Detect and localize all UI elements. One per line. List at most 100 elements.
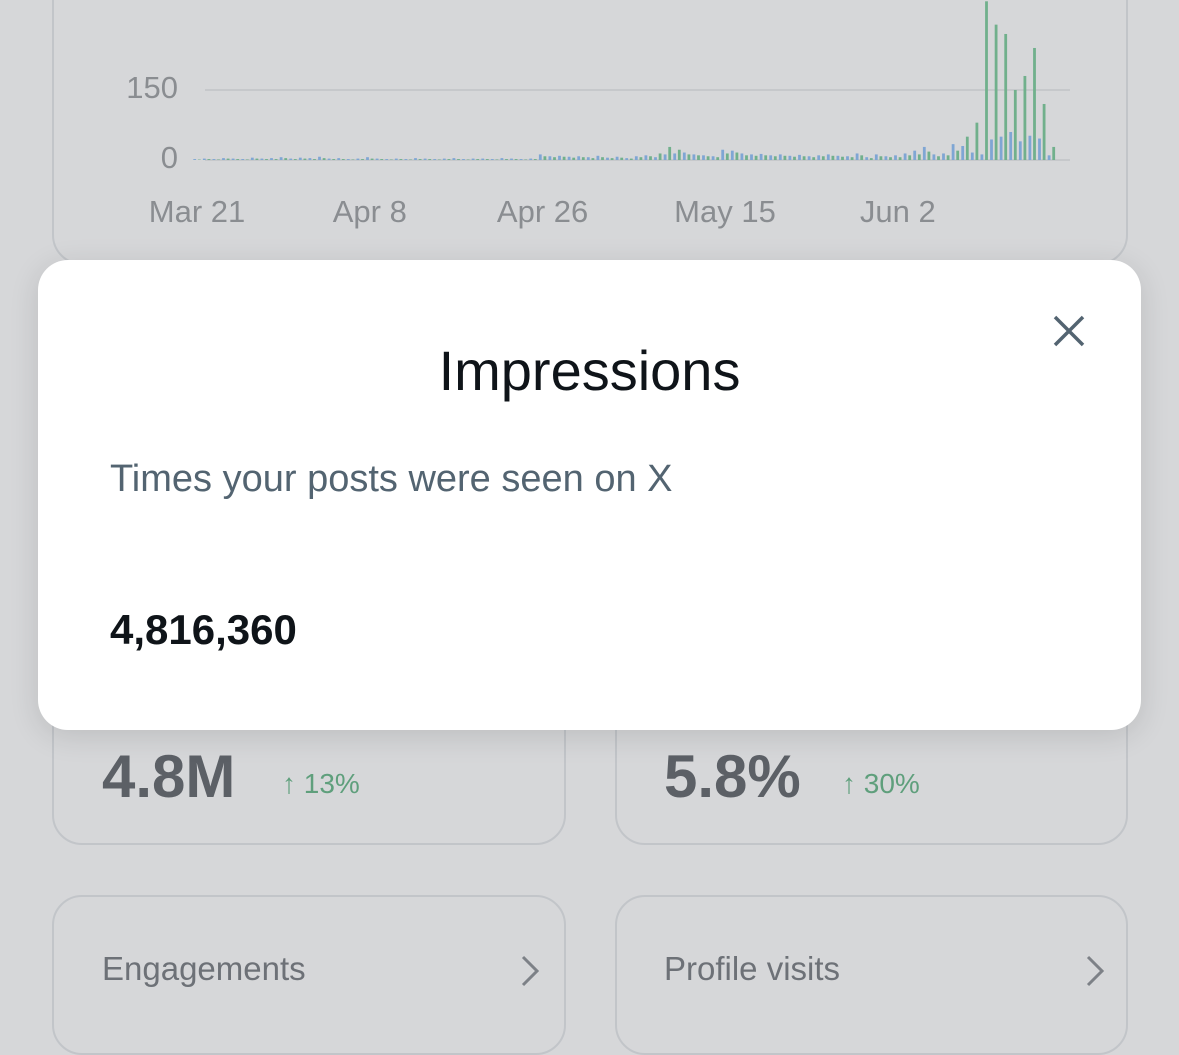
bar [572,158,575,160]
bar [956,151,959,160]
bar [1033,48,1036,160]
metric-value: 5.8% [664,742,801,811]
bar [913,151,916,160]
card-label: Engagements [102,950,306,988]
bar [208,159,211,160]
bar [812,157,815,160]
bar [1043,104,1046,160]
bar [803,156,806,160]
bar [841,157,844,160]
metric-value: 4.8M [102,742,235,811]
bar [380,159,383,160]
bar [371,159,374,160]
bar [448,159,451,160]
bar [904,153,907,160]
bar [625,158,628,160]
bar [923,147,926,160]
bar [342,159,345,160]
bar [289,159,292,160]
bar [645,155,648,160]
bar [265,159,268,160]
bar [1038,139,1041,160]
bar [750,154,753,160]
bar [337,158,340,160]
bar [654,157,657,160]
bar [294,159,297,160]
bar [433,159,436,160]
bar [313,159,316,160]
bar [328,159,331,160]
bar [491,159,494,160]
bar [1029,136,1032,160]
bar [236,159,239,160]
bar [520,159,523,160]
chevron [518,954,542,988]
bar [851,157,854,160]
bar [256,159,259,160]
bar [318,157,321,160]
bar [822,156,825,160]
y-tick-label: 0 [161,140,178,175]
bar [928,152,931,160]
bar [193,159,196,160]
bar [347,159,350,160]
bar [601,157,604,160]
bar [933,154,936,160]
bar [462,159,465,160]
bar [251,158,254,160]
bar [635,156,638,160]
bar [745,155,748,160]
bar [476,159,479,160]
bar [414,158,417,160]
bar [232,159,235,160]
bar [1019,141,1022,160]
bar [875,154,878,160]
bar [976,123,979,160]
bar [1052,147,1055,160]
bar [505,159,508,160]
bar [1004,34,1007,160]
bar [774,156,777,160]
bar [510,159,513,160]
bar [971,153,974,160]
modal-value: 4,816,360 [110,606,297,654]
bar [323,158,326,160]
bar [453,158,456,160]
x-tick-label: Jun 2 [860,194,936,229]
bar [428,159,431,160]
bar [549,156,552,160]
metric-change: ↑ 30% [842,768,920,800]
bar [284,158,287,160]
bar [332,159,335,160]
bar [899,157,902,160]
bar [1009,132,1012,160]
bar [1000,137,1003,160]
bar [702,155,705,160]
bar [361,159,364,160]
bar [880,156,883,160]
bar [501,158,504,160]
bar [534,159,537,160]
x-tick-label: Apr 26 [497,194,588,229]
bar [1014,90,1017,160]
bar [280,157,283,160]
bar [472,159,475,160]
bar [385,159,388,160]
bar [587,157,590,160]
bar [885,156,888,160]
bar [937,156,940,160]
bar [261,159,264,160]
bar [611,158,614,160]
bar [827,154,830,160]
bar [515,159,518,160]
bar [947,155,950,160]
bar [400,159,403,160]
bar [952,144,955,160]
bar [798,155,801,160]
bar [856,153,859,160]
bar [707,156,710,160]
bar [731,151,734,160]
bar [270,158,273,160]
bar [357,159,360,160]
